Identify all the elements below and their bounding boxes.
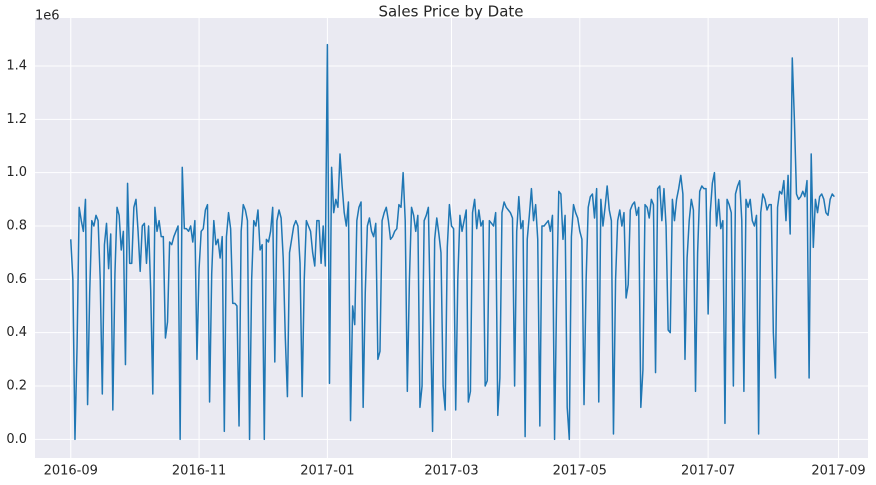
x-tick-label: 2017-07 xyxy=(681,464,735,479)
x-tick-label: 2017-05 xyxy=(553,464,607,479)
x-tick-label: 2016-11 xyxy=(172,464,226,479)
axis-offset-label: 1e6 xyxy=(35,9,60,24)
x-tick-label: 2016-09 xyxy=(44,464,98,479)
y-tick-label: 0.4 xyxy=(6,325,27,340)
x-tick-label: 2017-03 xyxy=(424,464,478,479)
x-tick-label: 2017-01 xyxy=(300,464,354,479)
y-tick-label: 0.2 xyxy=(6,379,27,394)
y-tick-label: 1.2 xyxy=(6,112,27,127)
chart-title: Sales Price by Date xyxy=(378,3,523,21)
x-tick-label: 2017-09 xyxy=(811,464,865,479)
y-tick-label: 1.0 xyxy=(6,165,27,180)
y-tick-label: 0.6 xyxy=(6,272,27,287)
line-series xyxy=(70,43,835,441)
y-tick-label: 1.4 xyxy=(6,59,27,74)
y-tick-label: 0.8 xyxy=(6,219,27,234)
y-tick-label: 0.0 xyxy=(6,432,27,447)
